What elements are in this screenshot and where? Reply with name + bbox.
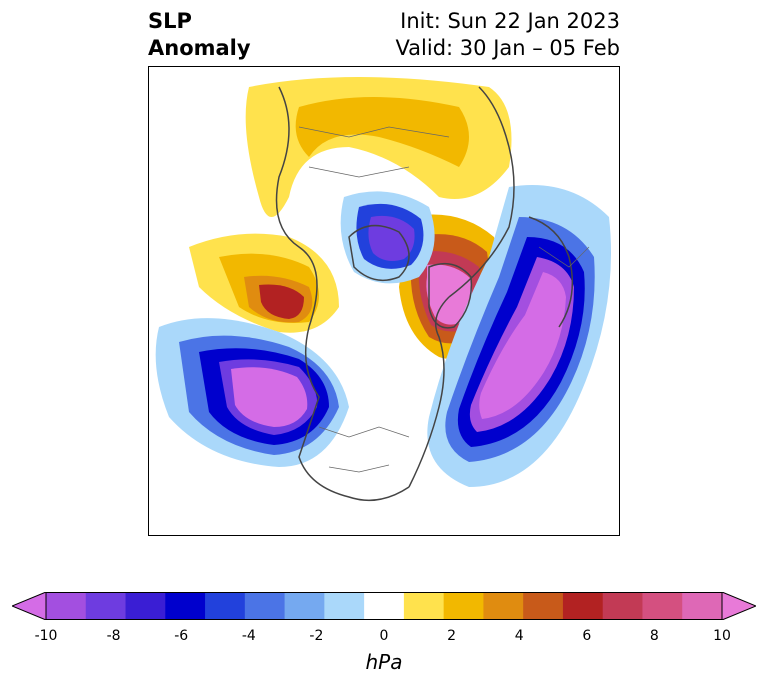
colorbar-tick-label: -2: [309, 628, 324, 644]
colorbar-box: [682, 592, 723, 620]
colorbar-box: [244, 592, 286, 620]
colorbar-tick-label: -4: [241, 628, 256, 644]
colorbar-tick-label: 8: [649, 628, 659, 644]
colorbar-tick-label: -6: [174, 628, 189, 644]
colorbar-tick-label: -8: [106, 628, 121, 644]
colorbar-label: hPa: [365, 650, 403, 674]
title-right: Init: Sun 22 Jan 2023 Valid: 30 Jan – 05…: [395, 8, 620, 62]
colorbar-tick-label: 2: [447, 628, 457, 644]
colorbar-extend-min: [12, 592, 47, 620]
borders: [298, 126, 590, 473]
colorbar-tick-label: 4: [514, 628, 524, 644]
coastlines: [275, 86, 574, 502]
init-date: Init: Sun 22 Jan 2023: [400, 9, 620, 33]
colorbar-box: [562, 592, 604, 620]
colorbar-box: [324, 592, 365, 620]
colorbar-outline: [45, 592, 723, 620]
colorbar-box: [46, 592, 87, 620]
colorbar-box: [523, 592, 564, 620]
colorbar-box: [642, 592, 683, 620]
colorbar-box: [284, 592, 325, 620]
negative-anomaly-pole: [340, 191, 435, 284]
positive-anomaly-eurasia: [189, 77, 512, 333]
colorbar-box: [125, 592, 166, 620]
colorbar-boxes: [46, 592, 723, 620]
colorbar-extend-max: [721, 592, 756, 620]
anomaly-map: [148, 66, 620, 536]
colorbar-tick-label: 10: [713, 628, 731, 644]
colorbar-tick-label: -10: [34, 628, 58, 644]
colorbar-box: [205, 592, 246, 620]
colorbar-box: [602, 592, 643, 620]
colorbar-box: [403, 592, 445, 620]
title-field: Anomaly: [148, 36, 251, 60]
colorbar-box: [165, 592, 206, 620]
title-left: SLP Anomaly: [148, 8, 251, 62]
colorbar-tick-label: 6: [582, 628, 592, 644]
negative-anomaly-pacific: [155, 318, 349, 467]
title-variable: SLP: [148, 9, 192, 33]
negative-anomaly-atlantic: [427, 185, 611, 487]
colorbar-box: [483, 592, 524, 620]
valid-range: Valid: 30 Jan – 05 Feb: [395, 36, 620, 60]
colorbar-box: [364, 592, 405, 620]
colorbar-box: [443, 592, 484, 620]
map-svg: [155, 77, 611, 502]
colorbar: [12, 592, 756, 620]
colorbar-tick-label: 0: [379, 628, 389, 644]
colorbar-box: [85, 592, 127, 620]
